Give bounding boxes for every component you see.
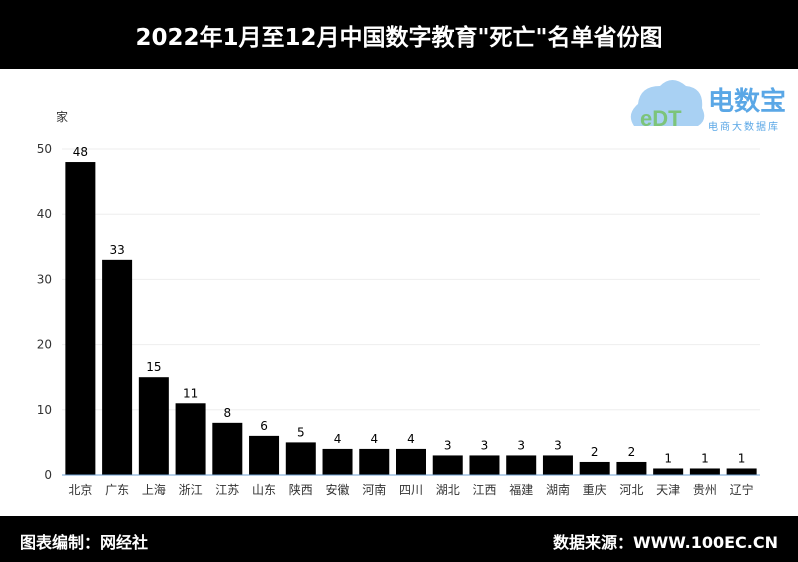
x-tick-label: 浙江 [179, 483, 203, 497]
x-tick-label: 江苏 [215, 483, 239, 497]
x-tick-label: 陕西 [289, 482, 313, 497]
bar [616, 461, 647, 475]
logo: eDT 电数宝 电商大数据库 [626, 74, 796, 136]
x-tick-label: 贵州 [693, 483, 717, 497]
data-label: 4 [407, 432, 415, 446]
x-tick-label: 重庆 [583, 483, 607, 497]
x-tick-label: 江西 [472, 483, 496, 497]
x-tick-label: 山东 [252, 483, 276, 497]
x-tick-label: 天津 [656, 483, 680, 497]
bar [726, 468, 757, 475]
y-tick-label: 50 [37, 142, 52, 156]
data-label: 4 [370, 432, 378, 446]
bar [432, 455, 463, 475]
y-tick-label: 30 [37, 272, 52, 286]
x-tick-label: 四川 [399, 483, 423, 497]
data-label: 11 [183, 386, 198, 400]
bar [359, 448, 390, 475]
bar [542, 455, 573, 475]
footer-source-editor: 图表编制：网经社 [20, 533, 149, 552]
data-label: 3 [444, 438, 452, 452]
data-label: 3 [481, 438, 489, 452]
footer-data-source: 数据来源：WWW.100EC.CN [552, 533, 778, 552]
data-label: 6 [260, 419, 268, 433]
bar [653, 468, 684, 475]
data-label: 15 [146, 360, 161, 374]
x-tick-label: 湖北 [436, 482, 460, 497]
x-tick-label: 福建 [509, 482, 533, 497]
logo-sub: 电商大数据库 [708, 120, 780, 133]
x-tick-label: 北京 [68, 483, 92, 497]
data-label: 2 [591, 445, 599, 459]
data-label: 1 [701, 451, 709, 465]
bar [469, 455, 500, 475]
data-label: 3 [517, 438, 525, 452]
data-label: 33 [109, 243, 124, 257]
x-tick-label: 辽宁 [730, 482, 754, 497]
data-label: 2 [628, 445, 636, 459]
y-tick-label: 10 [37, 403, 52, 417]
bar [285, 442, 316, 475]
bar [579, 461, 610, 475]
bar [506, 455, 537, 475]
data-label: 1 [738, 451, 746, 465]
bar [322, 448, 353, 475]
data-label: 4 [334, 432, 342, 446]
data-label: 1 [664, 451, 672, 465]
bar [396, 448, 426, 475]
x-tick-label: 安徽 [326, 482, 350, 497]
bar [65, 162, 96, 475]
x-tick-label: 上海 [142, 482, 166, 497]
x-tick-label: 河南 [362, 482, 386, 497]
bar [138, 377, 169, 475]
x-tick-label: 广东 [105, 483, 129, 497]
y-axis-label: 家 [56, 109, 68, 124]
y-tick-label: 20 [37, 338, 52, 352]
bar [212, 422, 243, 475]
data-label: 5 [297, 425, 305, 439]
y-tick-label: 40 [37, 207, 52, 221]
data-label: 3 [554, 438, 562, 452]
data-label: 8 [223, 406, 231, 420]
logo-name: 电数宝 [708, 86, 786, 117]
footer: 图表编制：网经社 数据来源：WWW.100EC.CN [0, 516, 798, 562]
y-tick-label: 0 [44, 468, 52, 482]
bar [689, 468, 720, 475]
cloud-logo-icon: eDT 电数宝 电商大数据库 [630, 80, 786, 133]
svg-text:eDT: eDT [640, 106, 682, 131]
chart-title: 2022年1月至12月中国数字教育"死亡"名单省份图 [0, 0, 798, 69]
x-tick-label: 河北 [619, 483, 643, 497]
data-label: 48 [73, 145, 88, 159]
bar [102, 259, 133, 475]
bar [249, 435, 280, 475]
bar [175, 403, 206, 475]
x-tick-label: 湖南 [546, 482, 570, 497]
